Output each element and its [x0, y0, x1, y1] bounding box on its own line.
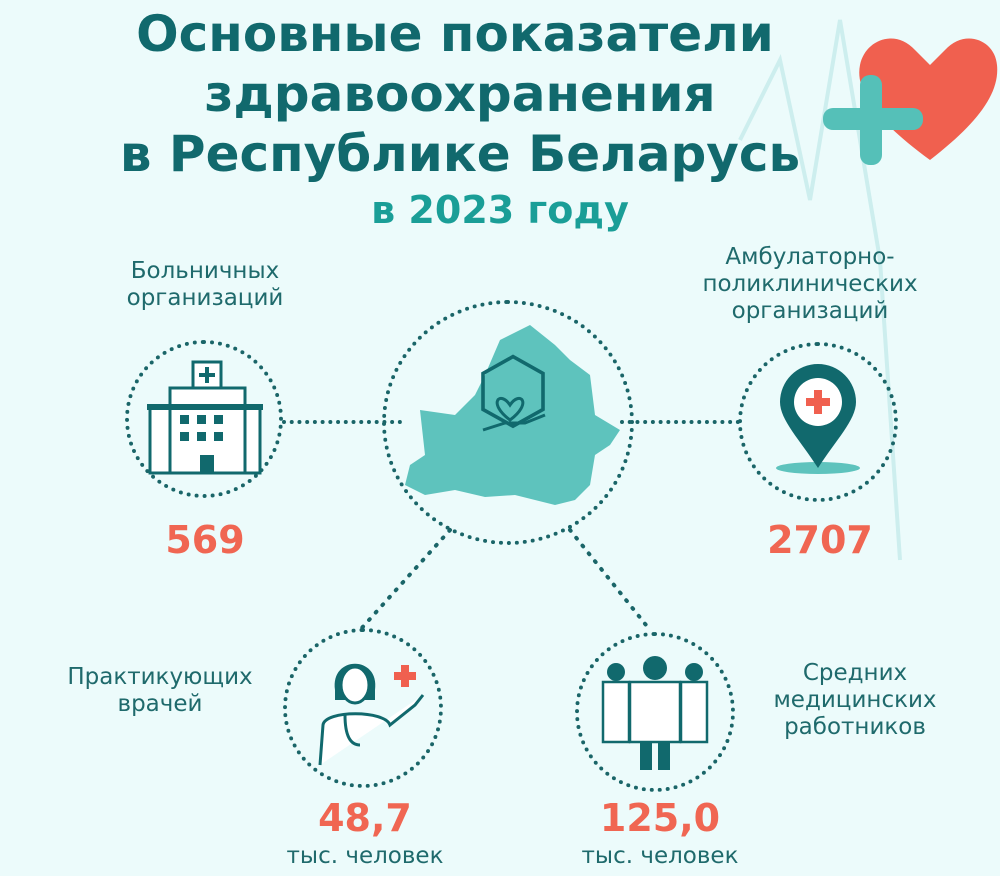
doctor-icon — [318, 663, 425, 766]
pulse-line-decoration — [738, 19, 902, 561]
subtitle: в 2023 году — [371, 188, 629, 232]
medical-staff-icon — [601, 656, 709, 770]
center-circle — [382, 300, 634, 545]
doctors-unit: тыс. человек — [286, 843, 444, 869]
hospital-icon — [147, 360, 263, 475]
icon-circle — [575, 632, 735, 792]
outpatient-label: Амбулаторно- поликлинических организаций — [702, 244, 918, 324]
hospitals-value: 569 — [165, 518, 245, 562]
page-title: Основные показатели здравоохранения в Ре… — [119, 5, 801, 183]
nurses-unit: тыс. человек — [581, 843, 739, 869]
belarus-map — [405, 325, 620, 505]
icon-circle — [738, 342, 898, 502]
plus-icon — [823, 75, 923, 165]
nurses-value: 125,0 — [599, 796, 721, 840]
outpatient-value: 2707 — [767, 518, 873, 562]
doctors-value: 48,7 — [318, 796, 412, 840]
icon-circle — [283, 628, 443, 788]
nurses-label: Средних медицинских работников — [773, 660, 937, 740]
map-pin-cross-icon — [776, 364, 860, 474]
hospitals-label: Больничных организаций — [126, 258, 284, 311]
icon-circle — [125, 340, 283, 498]
connector-line — [620, 420, 740, 424]
doctors-label: Практикующих врачей — [67, 664, 253, 717]
connector-line — [282, 420, 402, 424]
